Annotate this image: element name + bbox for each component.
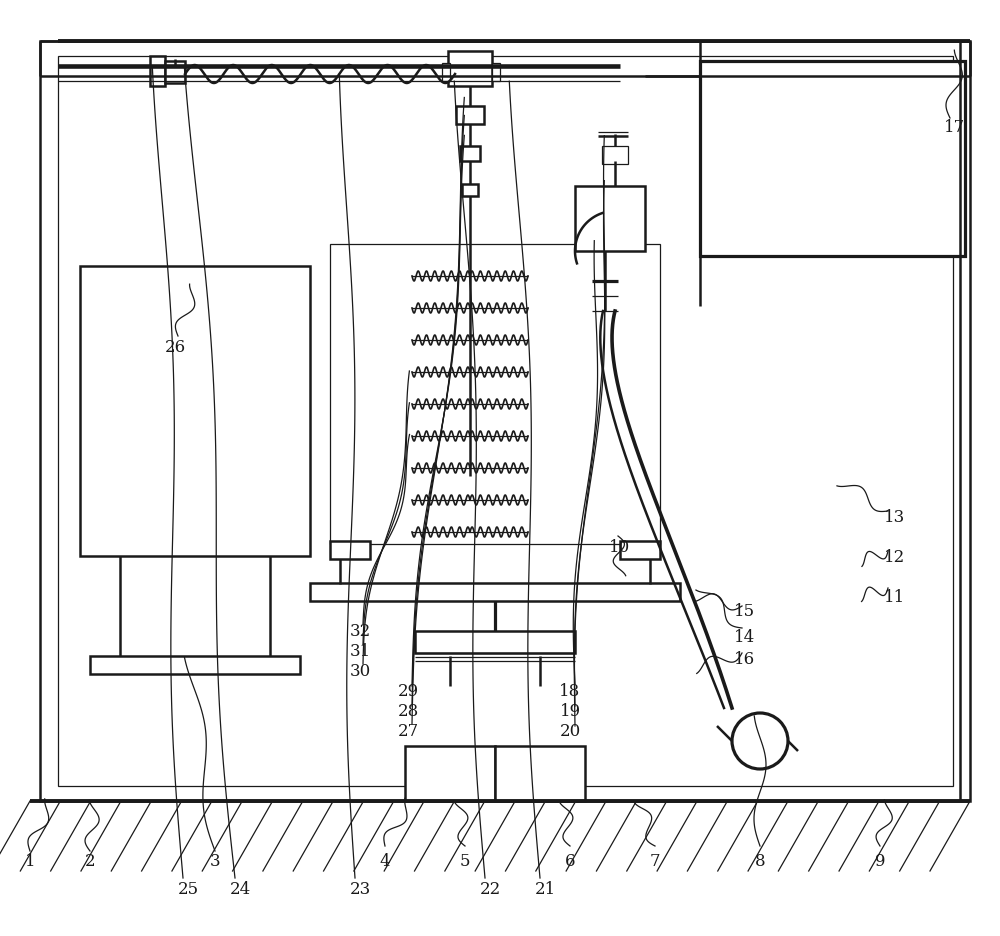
Text: 4: 4 [380,853,390,870]
Text: 30: 30 [349,663,371,680]
Bar [460,147,480,162]
Text: 3: 3 [210,853,220,870]
Text: 29: 29 [397,682,419,700]
Text: 17: 17 [944,118,966,136]
Bar [80,267,310,556]
Text: 21: 21 [534,881,556,898]
Bar [165,62,185,84]
Bar [150,57,165,87]
Bar [58,57,953,786]
Text: 22: 22 [479,881,501,898]
Text: 26: 26 [164,338,186,355]
Text: 1: 1 [25,853,35,870]
Bar [90,656,300,674]
Text: 14: 14 [734,628,756,645]
Text: 10: 10 [609,538,631,555]
Text: 24: 24 [229,881,251,898]
Text: 15: 15 [734,603,756,620]
Text: 23: 23 [349,881,371,898]
Bar [310,583,680,601]
Bar [330,244,660,545]
Text: 32: 32 [349,622,371,640]
Text: 25: 25 [177,881,199,898]
Bar [415,631,575,653]
Text: 20: 20 [559,723,581,739]
Text: 27: 27 [397,723,419,739]
Bar [405,746,495,801]
Text: 18: 18 [559,682,581,700]
Bar [495,746,585,801]
Bar [620,541,660,560]
Text: 11: 11 [884,588,906,605]
Bar [340,247,650,536]
Bar [448,51,492,87]
Text: 12: 12 [884,548,906,565]
Text: 8: 8 [755,853,765,870]
Bar [575,187,645,252]
Bar [492,64,500,82]
Bar [602,147,628,165]
Bar [330,541,370,560]
Text: 7: 7 [650,853,660,870]
Text: 9: 9 [875,853,885,870]
Text: 31: 31 [349,643,371,660]
Text: 5: 5 [460,853,470,870]
Text: 13: 13 [884,508,906,525]
Text: 19: 19 [559,703,581,720]
Text: 6: 6 [565,853,575,870]
Bar [462,184,478,197]
Text: 16: 16 [734,650,756,666]
Bar [442,64,450,82]
Text: 28: 28 [397,703,419,720]
Bar [456,107,484,124]
Text: 2: 2 [85,853,95,870]
Bar [40,42,970,801]
Bar [700,62,965,256]
